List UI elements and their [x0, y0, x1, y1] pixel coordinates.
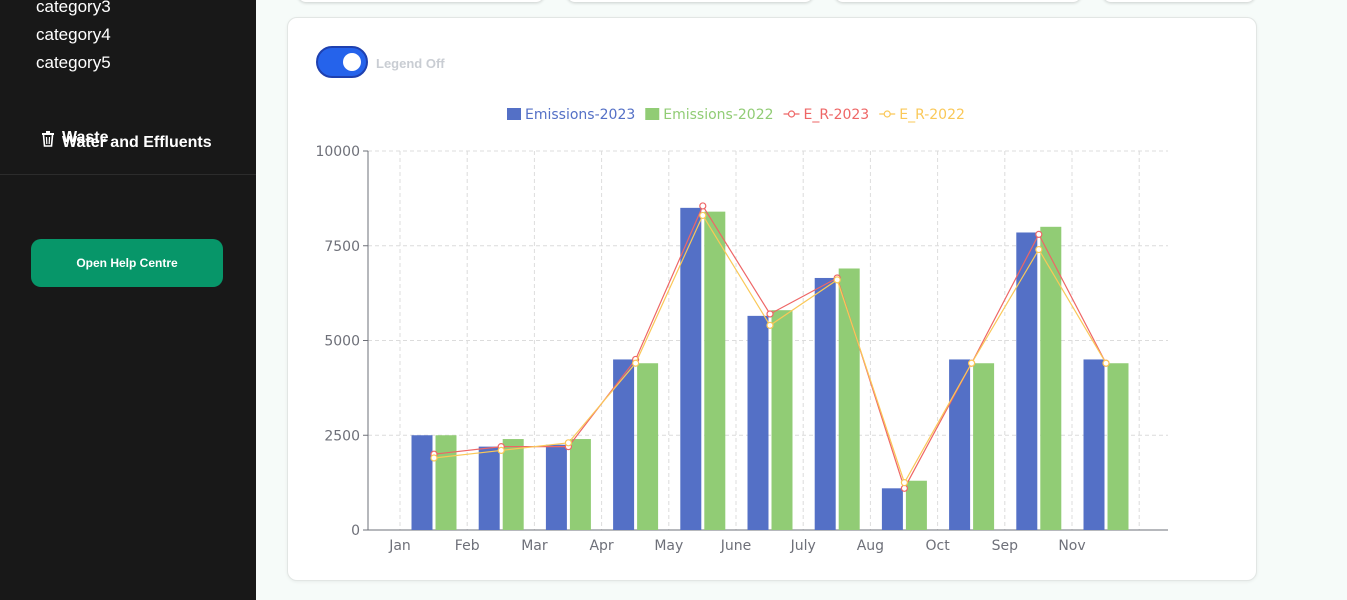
sidebar-divider: [0, 174, 256, 175]
bar-emissions-2023: [680, 207, 702, 530]
point-e_r-2023: [766, 310, 774, 318]
summary-card: [835, 0, 1081, 2]
sidebar-category-3[interactable]: category3: [36, 0, 111, 16]
legend-toggle-label: Legend Off: [376, 56, 445, 71]
x-tick-label: Feb: [455, 538, 480, 554]
bar-emissions-2023: [1083, 359, 1105, 530]
x-tick-label: Nov: [1058, 538, 1085, 554]
bar-emissions-2022: [435, 435, 457, 530]
point-e_r-2022: [1102, 359, 1110, 367]
y-tick-label: 0: [351, 523, 360, 539]
sidebar-item-waste[interactable]: Waste: [62, 129, 109, 146]
x-tick-label: Jan: [388, 538, 411, 554]
legend-swatch: [645, 108, 660, 120]
bar-emissions-2023: [613, 359, 635, 530]
summary-card: [1103, 0, 1255, 2]
sidebar-category-4[interactable]: category4: [36, 25, 111, 44]
bar-emissions-2023: [949, 359, 971, 530]
legend-label: Emissions-2023: [525, 107, 635, 123]
bar-emissions-2022: [569, 439, 591, 530]
bar-emissions-2023: [478, 446, 500, 530]
bar-emissions-2022: [502, 439, 524, 530]
legend-swatch: [507, 108, 521, 120]
point-e_r-2022: [632, 359, 640, 367]
bar-emissions-2022: [973, 363, 995, 530]
bar-emissions-2023: [881, 488, 903, 530]
emissions-chart: 0 2500 5000 7500 10000 Jan Feb Mar Apr May June Jul…: [315, 107, 1168, 554]
bar-emissions-2022: [1040, 226, 1062, 531]
x-tick-label: July: [790, 538, 816, 554]
x-tick-label: June: [720, 538, 752, 554]
summary-card: [567, 0, 813, 2]
bar-emissions-2023: [747, 315, 769, 530]
bar-emissions-2022: [637, 363, 659, 530]
point-e_r-2022: [497, 446, 505, 455]
legend-label: E_R-2022: [899, 107, 965, 123]
point-e_r-2022: [430, 454, 438, 462]
x-tick-label: Mar: [521, 538, 548, 554]
bar-emissions-2022: [838, 268, 860, 530]
point-e_r-2022: [699, 211, 707, 220]
bar-emissions-2023: [1016, 232, 1038, 531]
bar-emissions-2022: [704, 211, 726, 530]
summary-card: [298, 0, 544, 2]
bar-emissions-2022: [905, 480, 927, 530]
bar-emissions-2022: [771, 310, 793, 530]
y-tick-label: 7500: [324, 239, 360, 255]
open-help-centre-button[interactable]: Open Help Centre: [31, 239, 223, 287]
point-e_r-2022: [564, 439, 572, 447]
point-e_r-2022: [967, 359, 976, 367]
x-tick-label: May: [654, 538, 683, 554]
legend-label: Emissions-2022: [663, 107, 773, 123]
y-tick-label: 2500: [324, 428, 360, 444]
point-e_r-2022: [766, 321, 774, 329]
emissions-chart-card: Legend Off 0 2500 5000 7500 10000 Jan Feb Mar Ap…: [287, 17, 1257, 581]
x-tick-label: Apr: [589, 538, 613, 554]
x-tick-label: Oct: [925, 538, 950, 554]
sidebar-category-5[interactable]: category5: [36, 53, 111, 72]
point-e_r-2023: [1035, 230, 1043, 238]
point-e_r-2022: [900, 479, 909, 487]
bar-emissions-2022: [1107, 363, 1129, 530]
x-tick-label: Sep: [992, 538, 1019, 554]
point-e_r-2023: [699, 202, 707, 210]
legend-swatch-marker: [787, 110, 796, 118]
sidebar-item-water-effluents[interactable]: Water and Effluents: [62, 134, 212, 151]
bar-emissions-2023: [545, 444, 567, 530]
toggle-knob: [343, 53, 361, 71]
legend-label: E_R-2023: [804, 107, 870, 123]
point-e_r-2022: [1035, 245, 1043, 254]
legend-swatch-marker: [883, 110, 891, 118]
legend-toggle[interactable]: [316, 46, 368, 78]
x-tick-label: Aug: [857, 538, 884, 554]
point-e_r-2022: [833, 276, 841, 284]
bar-emissions-2023: [411, 435, 433, 530]
sidebar: category3 category4 category5 Waste Wate…: [0, 0, 256, 600]
y-tick-label: 5000: [324, 334, 360, 350]
bar-emissions-2023: [814, 277, 836, 530]
y-tick-label: 10000: [315, 144, 360, 160]
trash-icon: [42, 131, 54, 147]
